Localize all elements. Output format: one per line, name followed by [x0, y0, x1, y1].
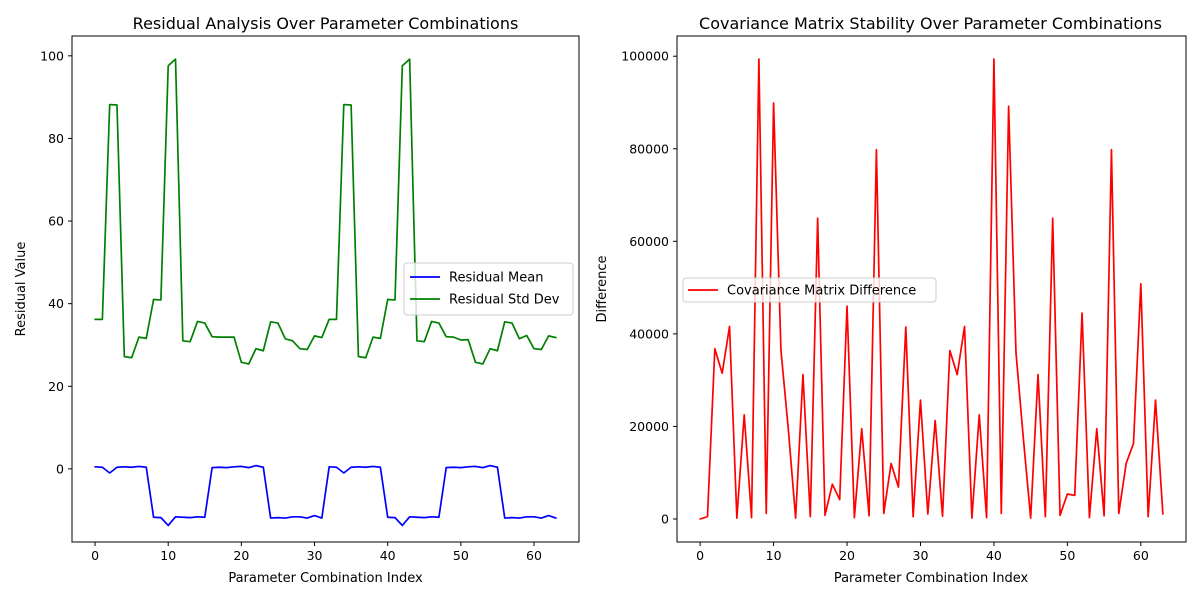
legend-box [682, 277, 937, 303]
x-tick-label: 50 [1059, 548, 1075, 563]
x-tick-label: 20 [233, 548, 249, 563]
y-tick-label: 0 [661, 512, 669, 527]
chart-title: Covariance Matrix Stability Over Paramet… [699, 14, 1162, 33]
y-tick-label: 80000 [629, 141, 669, 156]
legend-label-residual-mean: Residual Mean [449, 271, 543, 286]
ticks-group: 0 10 20 30 40 50 60 0 20000 40000 60000 80000 100000 [621, 49, 1149, 563]
y-tick-label: 20000 [629, 419, 669, 434]
x-tick-label: 20 [839, 548, 855, 563]
legend: Residual Mean Residual Std Dev [403, 262, 574, 316]
x-tick-label: 40 [380, 548, 396, 563]
y-tick-label: 100000 [621, 49, 669, 64]
legend-label-covariance: Covariance Matrix Difference [727, 284, 916, 299]
y-axis-label: Residual Value [14, 242, 29, 337]
y-tick-label: 40000 [629, 326, 669, 341]
y-tick-label: 100 [40, 48, 64, 63]
plot-frame [676, 35, 1187, 543]
series-line-residual-mean [94, 464, 557, 527]
x-tick-label: 50 [453, 548, 469, 563]
y-tick-label: 20 [48, 379, 64, 394]
x-tick-label: 0 [91, 548, 99, 563]
chart-title: Residual Analysis Over Parameter Combina… [133, 14, 519, 33]
x-tick-label: 0 [696, 548, 704, 563]
x-tick-label: 30 [913, 548, 929, 563]
legend: Covariance Matrix Difference [682, 277, 937, 303]
legend-label-residual-std: Residual Std Dev [449, 293, 560, 308]
y-tick-label: 60 [48, 214, 64, 229]
residual-chart: Residual Analysis Over Parameter Combina… [14, 14, 580, 586]
covariance-chart: Covariance Matrix Stability Over Paramet… [595, 14, 1187, 586]
y-axis-label: Difference [595, 255, 610, 322]
x-tick-label: 40 [986, 548, 1002, 563]
x-axis-label: Parameter Combination Index [834, 571, 1029, 586]
series-line-covariance-matrix-difference [699, 58, 1164, 520]
lines-group [699, 58, 1164, 520]
x-tick-label: 30 [307, 548, 323, 563]
x-tick-label: 10 [160, 548, 176, 563]
x-axis-label: Parameter Combination Index [228, 571, 423, 586]
y-tick-label: 0 [56, 461, 64, 476]
y-tick-label: 60000 [629, 234, 669, 249]
y-tick-label: 80 [48, 131, 64, 146]
ticks-group: 0 10 20 30 40 50 60 0 20 40 60 80 100 [40, 48, 542, 563]
x-tick-label: 10 [766, 548, 782, 563]
x-tick-label: 60 [526, 548, 542, 563]
plot-frame [71, 35, 580, 543]
legend-box [403, 262, 574, 316]
series-line-residual-std-dev [94, 58, 557, 365]
lines-group [94, 58, 557, 527]
x-tick-label: 60 [1133, 548, 1149, 563]
y-tick-label: 40 [48, 296, 64, 311]
